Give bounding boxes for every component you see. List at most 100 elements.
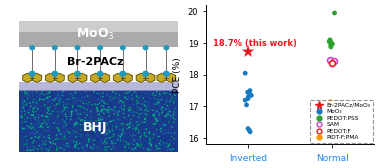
- Point: [123, 138, 129, 140]
- Point: [89, 103, 95, 106]
- Point: [151, 113, 157, 116]
- Point: [29, 114, 36, 116]
- Point: [143, 128, 149, 130]
- Point: [143, 118, 149, 121]
- Point: [163, 136, 169, 139]
- Point: [146, 149, 152, 152]
- Point: [68, 111, 74, 113]
- Point: [125, 123, 131, 126]
- Point: [28, 105, 34, 108]
- Point: [20, 140, 26, 142]
- Point: [152, 97, 158, 100]
- Point: [36, 93, 42, 96]
- Circle shape: [143, 71, 149, 76]
- Point: [62, 119, 68, 122]
- Point: [21, 145, 27, 148]
- Point: [100, 105, 106, 108]
- Point: [93, 103, 99, 106]
- Point: [29, 131, 36, 134]
- Point: [59, 91, 65, 93]
- Point: [141, 122, 147, 124]
- Point: [94, 94, 100, 96]
- Point: [162, 117, 168, 120]
- Point: [90, 126, 96, 129]
- Point: [170, 110, 177, 113]
- Point: [160, 134, 166, 137]
- Point: [120, 129, 126, 131]
- Point: [162, 140, 168, 143]
- Point: [36, 138, 42, 141]
- Point: [85, 111, 91, 113]
- Point: [108, 108, 114, 111]
- Point: [159, 125, 165, 128]
- Point: [121, 104, 127, 107]
- Point: [134, 103, 140, 106]
- Point: [114, 117, 120, 120]
- Point: [54, 149, 60, 152]
- Point: [167, 149, 173, 151]
- Point: [155, 98, 161, 101]
- Point: [102, 133, 108, 136]
- Point: [161, 103, 167, 106]
- Point: [58, 97, 64, 100]
- Point: [50, 110, 56, 113]
- Point: [136, 116, 142, 118]
- Point: [132, 134, 138, 137]
- Point: [46, 137, 53, 140]
- Point: [118, 99, 124, 102]
- Point: [43, 96, 49, 99]
- Point: [24, 139, 30, 142]
- Point: [20, 107, 26, 110]
- Point: [87, 110, 93, 113]
- Point: [134, 144, 140, 147]
- Point: [52, 109, 58, 111]
- Point: [65, 145, 71, 147]
- Point: [62, 137, 68, 140]
- Point: [44, 136, 50, 139]
- Point: [44, 107, 50, 109]
- Point: [107, 102, 113, 105]
- Point: [52, 105, 58, 107]
- Point: [28, 123, 34, 125]
- Point: [31, 107, 37, 110]
- Point: [41, 142, 47, 145]
- Point: [21, 124, 27, 127]
- Point: [59, 138, 65, 140]
- Point: [123, 92, 129, 94]
- Point: [114, 93, 120, 95]
- Point: [170, 117, 177, 119]
- Point: [126, 92, 132, 95]
- Point: [156, 112, 162, 114]
- Point: [94, 146, 101, 149]
- Point: [79, 119, 85, 121]
- Point: [42, 135, 48, 138]
- Point: [130, 139, 136, 141]
- Point: [141, 121, 147, 124]
- Point: [57, 130, 63, 133]
- Point: [96, 119, 102, 121]
- Point: [119, 134, 125, 136]
- Point: [118, 104, 124, 107]
- Circle shape: [75, 71, 80, 76]
- Point: [35, 114, 41, 117]
- Point: [97, 120, 103, 122]
- Point: [136, 145, 142, 147]
- Point: [329, 43, 335, 45]
- Point: [63, 103, 69, 106]
- Point: [99, 101, 105, 104]
- Point: [39, 98, 45, 101]
- Point: [115, 114, 121, 117]
- Point: [124, 143, 130, 145]
- Point: [74, 93, 81, 96]
- Point: [91, 125, 97, 128]
- Point: [79, 92, 85, 95]
- Polygon shape: [77, 73, 87, 82]
- Point: [90, 146, 96, 149]
- Point: [144, 119, 150, 122]
- Point: [84, 143, 90, 146]
- Point: [106, 149, 112, 152]
- Point: [79, 93, 85, 95]
- Point: [79, 146, 85, 149]
- Point: [110, 91, 116, 94]
- Point: [146, 105, 152, 108]
